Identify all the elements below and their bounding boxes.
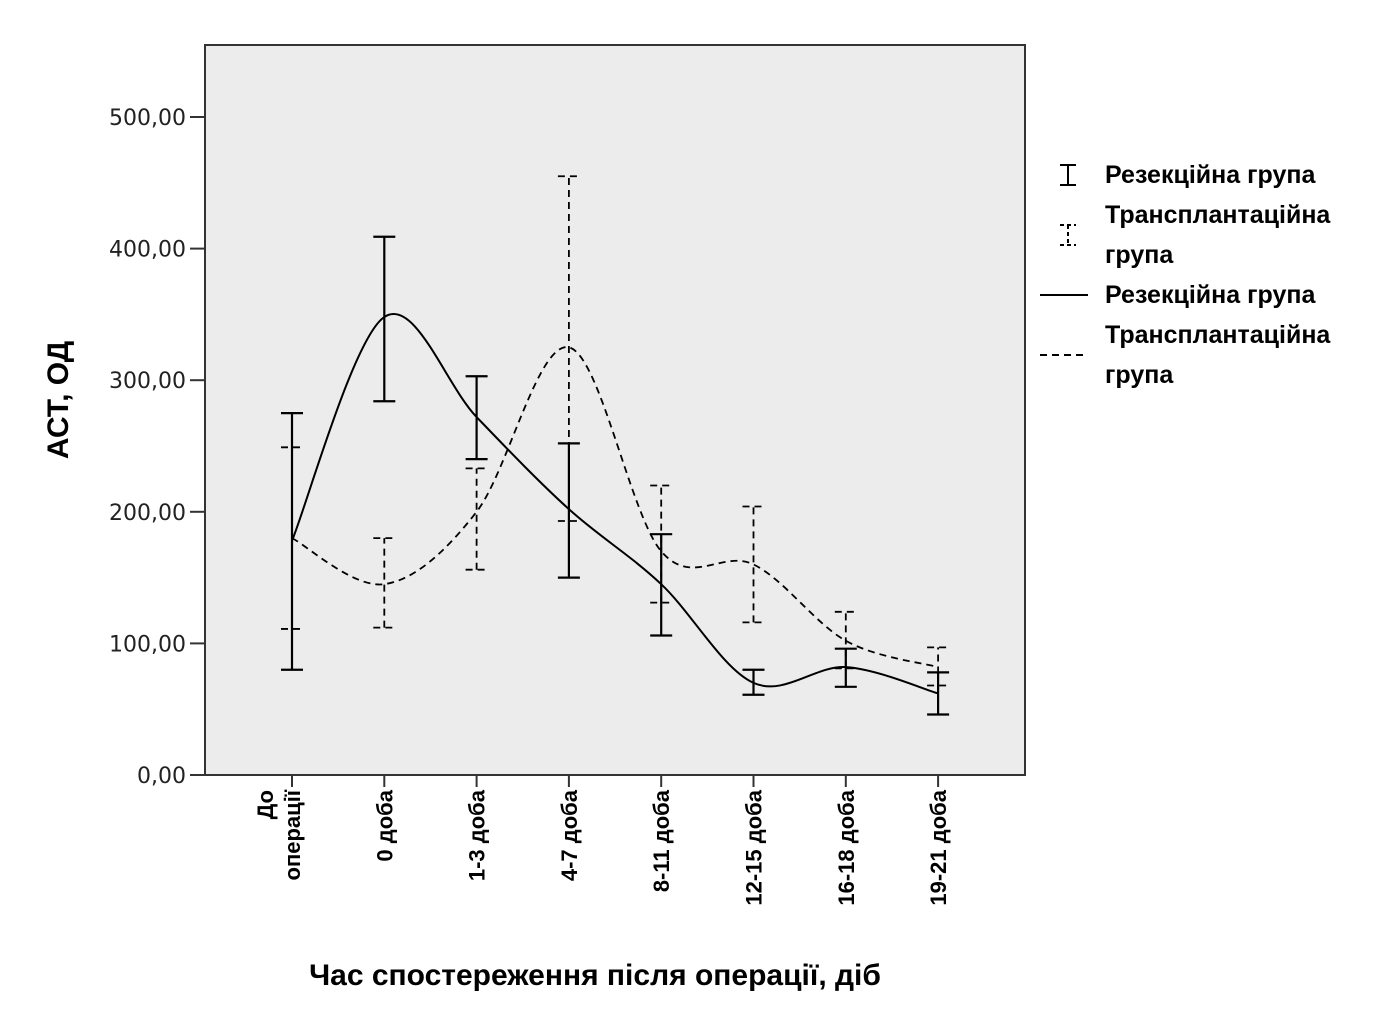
transplant-error-bar: [834, 610, 857, 670]
transplant-error-bar: [927, 646, 950, 687]
legend-label: Резекційна група: [1105, 281, 1316, 309]
x-tick-label: 0 доба: [372, 789, 397, 861]
legend-label: Трансплантаційна: [1105, 201, 1331, 229]
x-tick-label: 12-15 доба: [742, 789, 767, 905]
x-axis: До операції 0 доба 1-3 доба 4-7 доба 8-11 доб…: [253, 775, 951, 906]
legend-item: Резекційна група: [1060, 161, 1316, 189]
legend: Резекційна група Трансплантаційна група Рез…: [1040, 161, 1331, 389]
transplant-error-bar: [650, 484, 673, 604]
x-axis-title: Час спостереження після операції, діб: [309, 959, 881, 992]
x-tick-label: 8-11 доба: [649, 789, 674, 892]
transplant-error-bar: [281, 446, 303, 630]
x-tick-label: 16-18 доба: [834, 789, 859, 905]
transplant-error-bar: [465, 467, 488, 571]
x-tick-label: До: [253, 790, 278, 819]
y-axis: 0,00 100,00 200,00 300,00 400,00 500,00: [109, 106, 205, 789]
legend-label: група: [1105, 241, 1174, 269]
y-tick-label: 300,00: [109, 369, 186, 394]
y-tick-label: 400,00: [109, 238, 186, 263]
plot-area: [204, 44, 1026, 776]
series-layer: [291, 313, 939, 695]
y-tick-label: 0,00: [137, 764, 186, 789]
transplant-error-bar: [373, 537, 396, 629]
x-tick-label: 19-21 доба: [926, 789, 951, 905]
resection-error-bar: [742, 668, 765, 696]
x-tick-label: 1-3 доба: [465, 789, 490, 881]
legend-label: Трансплантаційна: [1105, 321, 1331, 349]
y-tick-label: 200,00: [109, 501, 186, 526]
legend-item: Резекційна група: [1040, 281, 1316, 309]
legend-item: Трансплантаційна група: [1040, 321, 1331, 389]
x-tick-label: 4-7 доба: [557, 789, 582, 881]
transplant-error-bar: [742, 505, 765, 624]
y-tick-label: 500,00: [109, 106, 186, 131]
y-tick-label: 100,00: [109, 632, 186, 657]
legend-label: Резекційна група: [1105, 161, 1316, 189]
legend-label: група: [1105, 361, 1174, 389]
transplant-error-bar: [557, 175, 580, 522]
legend-item: Трансплантаційна група: [1060, 201, 1331, 269]
errorbar-layer: [281, 175, 950, 716]
resection-error-bar: [373, 235, 396, 403]
resection-series-line: [291, 313, 939, 695]
y-axis-title: АСТ, ОД: [42, 341, 75, 459]
x-tick-label: операції: [280, 789, 305, 880]
resection-error-bar: [465, 375, 488, 461]
